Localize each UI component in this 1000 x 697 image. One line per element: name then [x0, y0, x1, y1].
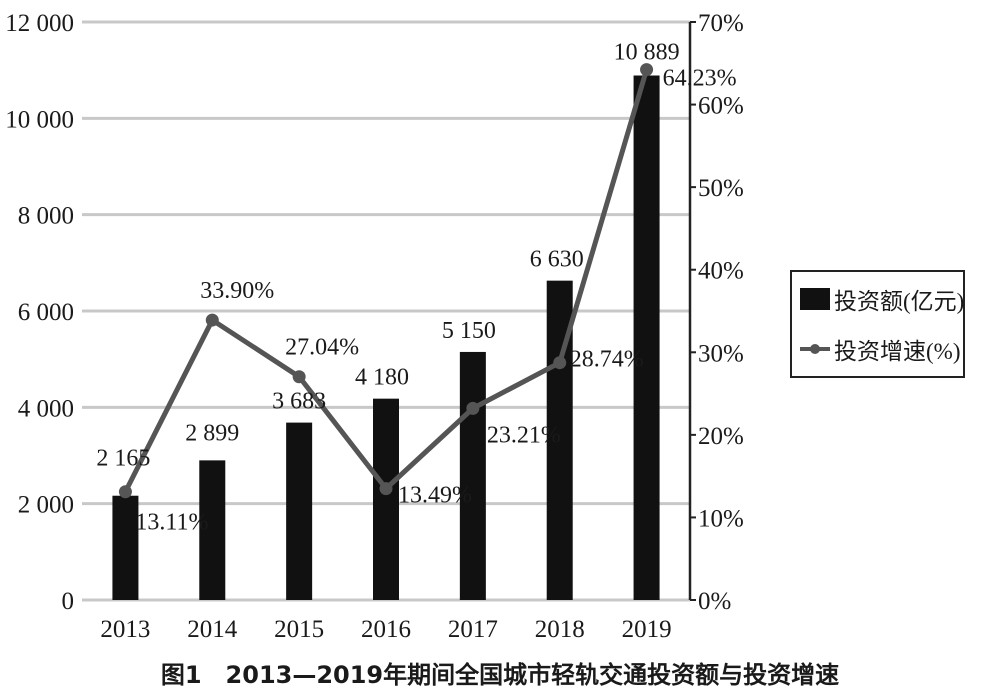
y-right-tick-label: 40% [698, 258, 744, 285]
line-point [553, 356, 567, 370]
legend-item-line: 投资增速(%) [800, 334, 960, 364]
data-labels: 2 165 2 899 3 683 4 180 5 150 6 630 10 889 13.1… [96, 40, 736, 536]
y-right-tick-label: 50% [698, 175, 744, 202]
bar [459, 351, 486, 600]
line-value-label: 13.11% [135, 510, 208, 536]
bar-value-label: 2 899 [185, 420, 239, 446]
line-point [466, 401, 480, 415]
x-tick-label: 2016 [361, 616, 411, 643]
line-value-label: 28.74% [570, 347, 644, 373]
bar [199, 460, 226, 600]
bar-value-label: 3 683 [272, 389, 326, 415]
y-left-tick-label: 2 000 [18, 492, 74, 519]
y-right-tick-label: 10% [698, 505, 744, 532]
x-tick-label: 2015 [274, 616, 324, 643]
legend-label-line: 投资增速(%) [834, 339, 961, 364]
bar [286, 422, 313, 600]
bar-value-label: 5 150 [442, 318, 496, 344]
line-point [205, 313, 219, 327]
x-tick-label: 2014 [187, 616, 238, 643]
line-value-label: 13.49% [398, 483, 472, 509]
line-value-label: 33.90% [200, 278, 274, 304]
line-series [118, 63, 654, 499]
line-value-label: 27.04% [285, 335, 359, 361]
line-point [379, 482, 393, 496]
bar [112, 495, 139, 600]
chart-svg: 0 2 000 4 000 6 000 8 000 10 000 12 000 0% 10% 20… [5, 10, 744, 643]
y-left-tick-label: 12 000 [5, 10, 74, 37]
x-tick-label: 2013 [100, 616, 150, 643]
bar-value-label: 6 630 [530, 247, 584, 273]
y-left-tick-label: 8 000 [18, 203, 74, 230]
y-left-tick-label: 4 000 [18, 395, 74, 422]
y-left-tick-label: 0 [62, 588, 75, 615]
axes: 0 2 000 4 000 6 000 8 000 10 000 12 000 0% 10% 20… [5, 10, 744, 643]
y-right-tick-label: 30% [698, 340, 744, 367]
line-point [118, 485, 132, 499]
legend-line-swatch [800, 338, 830, 360]
line-point [640, 63, 654, 77]
y-right-tick-label: 70% [698, 10, 744, 37]
y-right-tick-label: 0% [698, 588, 731, 615]
x-tick-label: 2017 [448, 616, 498, 643]
legend-label-bar: 投资额(亿元) [834, 289, 965, 314]
line-value-label: 64.23% [663, 66, 737, 92]
y-right-tick-label: 60% [698, 93, 744, 120]
legend-bar-swatch [800, 288, 830, 310]
bar-value-label: 4 180 [355, 365, 409, 391]
bar-series [112, 75, 660, 600]
y-left-tick-label: 10 000 [5, 106, 74, 133]
bar [373, 398, 399, 600]
legend-item-bar: 投资额(亿元) [800, 284, 964, 314]
y-right-tick-label: 20% [698, 423, 744, 450]
line-point [292, 370, 306, 384]
x-tick-label: 2019 [622, 616, 672, 643]
bar-value-label: 10 889 [614, 40, 680, 66]
legend: 投资额(亿元) 投资增速(%) [790, 270, 965, 378]
figure-caption: 图1 2013—2019年期间全国城市轻轨交通投资额与投资增速 [160, 661, 840, 689]
line-value-label: 23.21% [487, 422, 561, 448]
bar [633, 75, 660, 600]
bar-value-label: 2 165 [96, 446, 150, 472]
x-tick-label: 2018 [535, 616, 585, 643]
y-left-tick-label: 6 000 [18, 299, 74, 326]
